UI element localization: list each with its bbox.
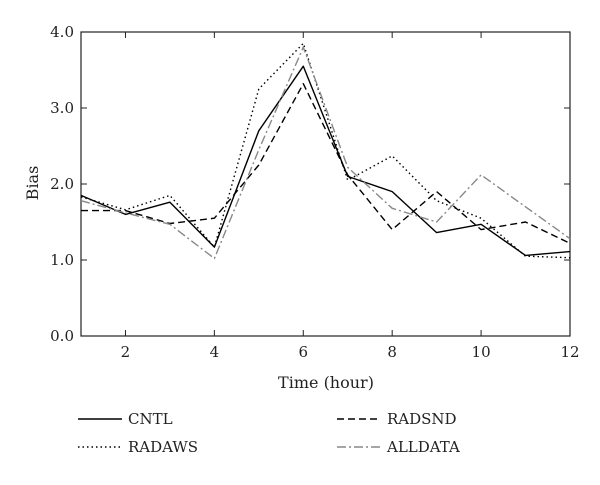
series-line-radaws xyxy=(80,42,571,259)
legend-label-cntl: CNTL xyxy=(128,410,173,428)
y-axis-label: Bias xyxy=(23,166,42,201)
x-tick-label: 12 xyxy=(560,343,579,361)
legend-label-radsnd: RADSND xyxy=(387,410,457,428)
y-tick-label: 4.0 xyxy=(50,23,74,41)
series-line-cntl xyxy=(80,65,571,257)
y-tick-label: 3.0 xyxy=(50,99,74,117)
legend-label-alldata: ALLDATA xyxy=(386,438,460,456)
series-line-alldata xyxy=(80,46,571,260)
x-tick-label: 10 xyxy=(472,343,491,361)
y-tick-label: 2.0 xyxy=(50,175,74,193)
y-tick-label: 1.0 xyxy=(50,251,74,269)
x-tick-label: 2 xyxy=(121,343,131,361)
axes-group: 0.0 1.0 2.0 3.0 4.0 2 4 6 8 10 12 xyxy=(50,23,579,361)
y-tick-label: 0.0 xyxy=(50,327,74,345)
x-tick-label: 8 xyxy=(387,343,397,361)
x-tick-label: 6 xyxy=(298,343,308,361)
legend-label-radaws: RADAWS xyxy=(128,438,198,456)
plot-frame xyxy=(80,31,571,337)
x-tick-label: 4 xyxy=(210,343,220,361)
series-group xyxy=(80,42,571,260)
series-line-radsnd xyxy=(81,82,571,244)
legend: CNTL RADAWS RADSND ALLDATA xyxy=(78,410,460,456)
x-axis-label: Time (hour) xyxy=(278,373,374,392)
